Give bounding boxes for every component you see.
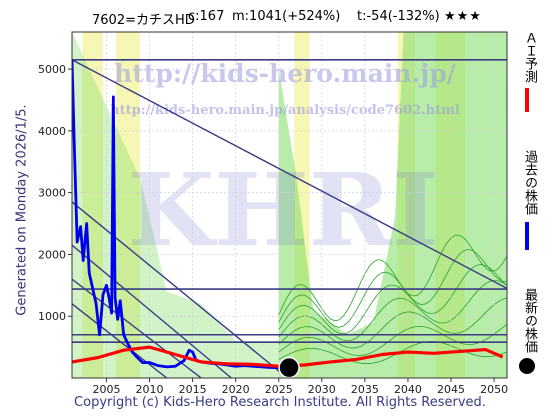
- header-current: c:167: [188, 9, 225, 24]
- x-tick-label-2040: 2040: [394, 383, 422, 396]
- x-tick-label-2010: 2010: [136, 383, 164, 396]
- x-tick-label-2050: 2050: [480, 383, 508, 396]
- y-tick-label-5000: 5000: [38, 63, 66, 76]
- copyright-footer: Copyright (c) Kids-Hero Research Institu…: [74, 395, 486, 410]
- y-tick-label-3000: 3000: [38, 187, 66, 200]
- legend-latest-marker: [519, 358, 535, 374]
- watermark-big: KHRI: [127, 151, 438, 269]
- legend: [519, 88, 535, 374]
- x-tick-label-2020: 2020: [222, 383, 250, 396]
- plot-area: KHRI http://kids-hero.main.jp/ http://ki…: [71, 31, 508, 379]
- plot-border: [71, 31, 508, 379]
- x-tick-label-2025: 2025: [265, 383, 293, 396]
- x-tick-label-2005: 2005: [92, 383, 120, 396]
- header-m: m:1041(+524%): [232, 9, 341, 24]
- legend-past-label: 過去の株価: [522, 150, 537, 215]
- trend-line-1: [72, 244, 232, 378]
- forecast-curve-0: [278, 341, 507, 364]
- watermark-url1: http://kids-hero.main.jp/: [114, 59, 457, 88]
- x-tick-label-2030: 2030: [308, 383, 336, 396]
- legend-ai-label: ＡＩ予測: [522, 31, 537, 83]
- header-stars: ★★★: [444, 9, 482, 24]
- forecast-curve-1: [278, 324, 507, 356]
- latest-price-marker: [278, 356, 300, 378]
- y-tick-label-4000: 4000: [38, 125, 66, 138]
- watermark-url2: http://kids-hero.main.jp/analysis/code76…: [110, 103, 460, 118]
- x-tick-label-2015: 2015: [179, 383, 207, 396]
- forecast-curve-5: [278, 248, 507, 328]
- prediction-bands: [72, 32, 507, 378]
- green-band-history: [72, 32, 279, 378]
- forecast-curve-3: [278, 280, 507, 342]
- trend-line-0: [72, 59, 507, 290]
- trend-lines: [72, 59, 507, 378]
- generated-date-label: Generated on Monday 2026/1/5.: [14, 104, 30, 316]
- x-tick-label-2045: 2045: [437, 383, 465, 396]
- y-tick-label-2000: 2000: [38, 248, 66, 261]
- green-band-future: [278, 32, 507, 378]
- x-tick-label-2035: 2035: [351, 383, 379, 396]
- header-code: 7602=カチスHD: [92, 13, 195, 28]
- legend-latest-label: 最新の株価: [522, 288, 537, 353]
- trend-line-3: [72, 303, 168, 378]
- x-axis: 2005 2010 2015 2020 2025 2030 2035 2040 2045 2050: [92, 378, 508, 396]
- header-t: t:-54(-132%): [357, 9, 440, 24]
- series-lines: [72, 59, 504, 378]
- forecast-curve-4: [278, 264, 507, 335]
- trend-line-4: [72, 201, 288, 378]
- y-tick-label-1000: 1000: [38, 310, 66, 323]
- forecast-curve-6: [278, 234, 507, 322]
- forecast-curve-2: [278, 297, 507, 349]
- y-axis: 1000 2000 3000 4000 5000: [38, 63, 72, 323]
- grid: [72, 32, 507, 378]
